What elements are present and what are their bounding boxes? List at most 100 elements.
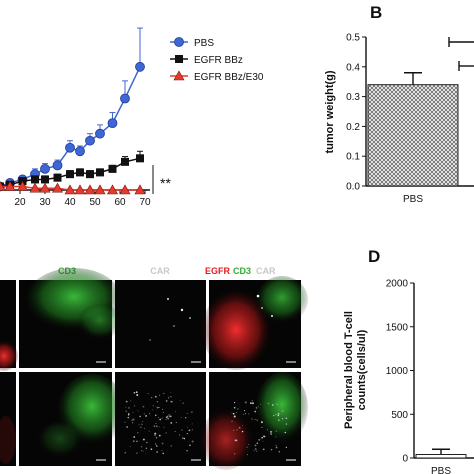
speckle-dot [267,402,270,405]
data-point [106,184,119,195]
speckle-dot [135,391,138,394]
speckle-dot [156,406,159,409]
speckle-dot [175,421,177,424]
speckle-dot [156,401,159,403]
speckle-dot [186,450,188,452]
speckle-dot [155,425,158,428]
merge-label-egfr: EGFR [205,266,231,276]
speckle-dot [141,446,143,448]
speckle-dot [251,402,254,405]
speckle-dot [168,396,170,399]
speckle-dot [253,450,255,452]
micro-tile-egfr-r2 [0,372,16,466]
speckle-dot [149,413,151,415]
speckle-dot [143,450,145,452]
speckle-dot [131,422,134,424]
speckle-dot [183,437,186,440]
speckle-dot [168,415,171,418]
growth-x-tick-label: 20 [14,197,26,208]
speckle-dot [251,400,253,402]
y-tick-label: 0.1 [346,152,360,163]
y-tick-label: 2000 [386,279,409,290]
speckle-dot [161,408,164,410]
speckle-dot [248,413,250,415]
data-point [75,146,85,157]
y-tick-label: 1000 [386,366,409,377]
speckle-dot [233,406,236,409]
series-egfr-bbz-e30 [0,180,146,195]
speckle-dot [145,453,147,455]
speckle-dot [158,406,160,409]
data-point [16,180,29,191]
y-tick-label: 0 [402,454,408,465]
speckle-dot [262,448,265,451]
speckle-dot [167,418,169,420]
speckle-dot [284,431,287,434]
speckle-dot [273,415,275,417]
significance-bracket: ** [152,165,171,194]
data-point [121,157,129,166]
speckle-dot [285,446,287,448]
speckle-dot [158,417,159,419]
speckle-dot [233,415,236,418]
speckle-dot [141,450,143,452]
speckle-dot [275,430,277,432]
speckle-dot [285,417,288,420]
speckle-dot [128,407,130,409]
series-line [0,66,141,188]
data-point [95,128,105,139]
speckle-dot [270,448,273,451]
tumor-weight-chart: B 0.0 0.1 0.2 0.3 0.4 0.5 tumor weight(g) PBS [324,3,474,205]
micro-row-2 [0,372,308,470]
growth-chart: 20 30 40 50 60 70 PBS EGFR BBz EGFR BBz/E30 *… [0,27,264,208]
data-point [65,142,75,153]
speckle-dot [275,446,278,449]
speckle-dot [131,419,134,421]
speckle-dot [175,411,177,413]
speckle-dot [165,432,167,434]
growth-x-tick-label: 50 [89,197,101,208]
speckle-dot [278,450,281,453]
speckle-dot [148,430,150,432]
micro-tile-car-r1 [115,280,206,368]
y-tick-label: 0.0 [346,182,360,193]
speckle-dot [258,438,261,441]
speckle-dot [233,401,236,404]
speckle-dot [161,442,164,445]
speckle-dot [163,426,165,428]
speckle-dot [168,414,170,416]
speckle-dot [155,443,157,445]
data-point [64,184,76,195]
speckle-dot [125,400,128,403]
speckle-dot [261,426,263,428]
speckle-dot [261,436,264,439]
speckle-dot [275,413,277,416]
micro-row-1 [0,268,308,371]
speckle-dot [181,429,183,431]
tumor-weight-bars: PBS [367,72,459,205]
speckle-dot [236,411,238,413]
speckle-dot [159,394,161,396]
tcell-bars: PBS [415,448,467,474]
growth-x-tick-label: 40 [64,197,76,208]
merge-label-car: CAR [256,266,276,276]
legend-item-pbs: PBS [170,37,214,49]
speckle-dot [136,452,138,454]
speckle-dot [138,424,140,426]
x-category-label: PBS [403,194,423,205]
speckle-dot [132,440,135,443]
legend-marker-triangle [173,70,185,81]
data-point [0,180,6,191]
speckle-dot [276,403,278,405]
speckle-dot [256,419,258,422]
data-point [76,168,84,177]
legend-item-egfr-bbz-e30: EGFR BBz/E30 [170,70,264,83]
speckle-dot [186,412,188,414]
speckle-dot [133,405,136,407]
speckle-dot [145,447,148,450]
speckle-dot [255,448,257,450]
speckle-dot [277,414,280,417]
speckle-dot [171,401,173,403]
speckle-dot [241,430,244,433]
